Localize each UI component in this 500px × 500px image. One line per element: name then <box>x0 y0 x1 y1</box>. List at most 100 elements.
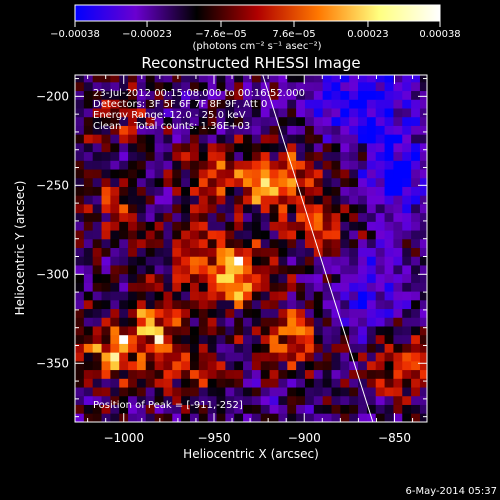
heatmap-cell <box>225 99 235 109</box>
heatmap-cell <box>75 247 85 257</box>
heatmap-cell <box>243 299 253 310</box>
heatmap-cell <box>181 238 191 249</box>
heatmap-cell <box>411 116 421 126</box>
heatmap-cell <box>243 360 253 371</box>
heatmap-cell <box>278 169 288 179</box>
heatmap-cell <box>393 273 403 283</box>
heatmap-cell <box>198 413 209 422</box>
heatmap-cell <box>375 160 385 170</box>
heatmap-cell <box>92 352 102 362</box>
heatmap-cell <box>251 177 262 187</box>
heatmap-cell <box>366 369 377 379</box>
heatmap-cell <box>234 265 244 275</box>
heatmap-cell <box>128 177 138 187</box>
heatmap-cell <box>75 134 85 144</box>
heatmap-cell <box>119 169 129 179</box>
heatmap-cell <box>136 352 147 362</box>
heatmap-cell <box>83 125 94 135</box>
heatmap-cell <box>260 204 270 214</box>
heatmap-cell <box>411 273 421 283</box>
heatmap-cell <box>119 308 129 318</box>
heatmap-cell <box>225 169 235 179</box>
heatmap-cell <box>366 177 377 187</box>
heatmap-cell <box>358 247 368 257</box>
heatmap-cell <box>393 265 403 275</box>
heatmap-cell <box>207 395 217 405</box>
heatmap-cell <box>411 387 421 397</box>
heatmap-cell <box>393 75 403 83</box>
heatmap-cell <box>216 116 226 126</box>
heatmap-cell <box>278 125 288 135</box>
heatmap-cell <box>402 308 412 318</box>
heatmap-cell <box>198 134 209 144</box>
heatmap-cell <box>340 99 350 109</box>
heatmap-cell <box>234 291 244 301</box>
heatmap-cell <box>110 265 120 275</box>
heatmap-cell <box>172 221 182 231</box>
heatmap-cell <box>322 265 332 275</box>
heatmap-cell <box>181 360 191 371</box>
heatmap-cell <box>163 308 173 318</box>
heatmap-cell <box>358 291 368 301</box>
heatmap-cell <box>92 116 102 126</box>
heatmap-cell <box>128 378 138 388</box>
heatmap-cell <box>331 212 341 222</box>
heatmap-cell <box>101 291 111 301</box>
heatmap-cell <box>251 369 262 379</box>
heatmap-cell <box>92 291 102 301</box>
heatmap-cell <box>287 299 297 310</box>
heatmap-cell <box>313 238 324 249</box>
heatmap-cell <box>136 334 147 344</box>
heatmap-cell <box>366 116 377 126</box>
heatmap-cell <box>358 352 368 362</box>
heatmap-cell <box>75 404 85 414</box>
heatmap-cell <box>207 204 217 214</box>
heatmap-cell <box>260 160 270 170</box>
heatmap-cell <box>181 90 191 100</box>
heatmap-cell <box>154 317 164 327</box>
heatmap-cell <box>402 221 412 231</box>
heatmap-cell <box>172 142 182 153</box>
heatmap-cell <box>419 378 427 388</box>
heatmap-cell <box>243 221 253 231</box>
heatmap-cell <box>260 291 270 301</box>
heatmap-cell <box>198 404 209 414</box>
heatmap-cell <box>296 352 306 362</box>
heatmap-cell <box>340 317 350 327</box>
heatmap-cell <box>145 99 156 109</box>
heatmap-cell <box>322 317 332 327</box>
heatmap-cell <box>136 291 147 301</box>
heatmap-cell <box>251 108 262 118</box>
heatmap-cell <box>304 230 315 240</box>
heatmap-cell <box>349 125 359 135</box>
heatmap-cell <box>251 169 262 179</box>
heatmap-cell <box>278 369 288 379</box>
heatmap-cell <box>189 230 200 240</box>
heatmap-cell <box>172 125 182 135</box>
heatmap-cell <box>411 81 421 92</box>
heatmap-cell <box>393 212 403 222</box>
heatmap-cell <box>402 238 412 249</box>
heatmap-cell <box>349 352 359 362</box>
heatmap-cell <box>154 212 164 222</box>
heatmap-cell <box>119 265 129 275</box>
heatmap-cell <box>163 75 173 83</box>
heatmap-cell <box>136 169 147 179</box>
heatmap-cell <box>296 413 306 422</box>
heatmap-cell <box>163 282 173 292</box>
heatmap-cell <box>234 221 244 231</box>
heatmap-cell <box>340 299 350 310</box>
heatmap-cell <box>358 326 368 336</box>
heatmap-cell <box>296 404 306 414</box>
heatmap-cell <box>340 413 350 422</box>
heatmap-cell <box>313 352 324 362</box>
heatmap-cell <box>340 326 350 336</box>
heatmap-cell <box>163 81 173 92</box>
heatmap-cell <box>411 413 421 422</box>
heatmap-cell <box>154 343 164 353</box>
heatmap-cell <box>375 369 385 379</box>
heatmap-cell <box>163 317 173 327</box>
heatmap-cell <box>92 142 102 153</box>
heatmap-cell <box>75 177 85 187</box>
